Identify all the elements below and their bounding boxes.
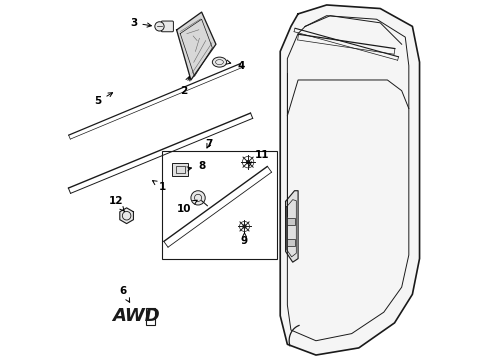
Text: 11: 11: [246, 150, 269, 166]
Polygon shape: [120, 208, 133, 224]
Text: 5: 5: [94, 93, 112, 107]
Polygon shape: [176, 12, 216, 80]
Text: 8: 8: [186, 161, 205, 171]
Text: 9: 9: [241, 233, 247, 246]
Bar: [146, 307, 155, 325]
Bar: [287, 239, 294, 246]
Bar: [162, 152, 276, 258]
Circle shape: [155, 22, 164, 31]
Circle shape: [245, 160, 250, 164]
Text: 7: 7: [204, 139, 212, 149]
Bar: [175, 166, 184, 173]
Text: 1: 1: [152, 181, 165, 192]
Ellipse shape: [212, 57, 226, 67]
FancyBboxPatch shape: [161, 21, 173, 32]
Circle shape: [190, 191, 205, 205]
Bar: [172, 163, 188, 176]
Text: 2: 2: [180, 76, 189, 96]
Text: 12: 12: [108, 197, 124, 211]
Text: AWD: AWD: [111, 307, 159, 325]
Polygon shape: [280, 5, 419, 355]
Text: 3: 3: [130, 18, 151, 28]
Text: 6: 6: [119, 286, 129, 302]
Bar: [287, 217, 294, 225]
Text: 4: 4: [226, 60, 244, 71]
Polygon shape: [285, 191, 298, 262]
Circle shape: [242, 224, 246, 229]
Text: 10: 10: [176, 200, 197, 213]
